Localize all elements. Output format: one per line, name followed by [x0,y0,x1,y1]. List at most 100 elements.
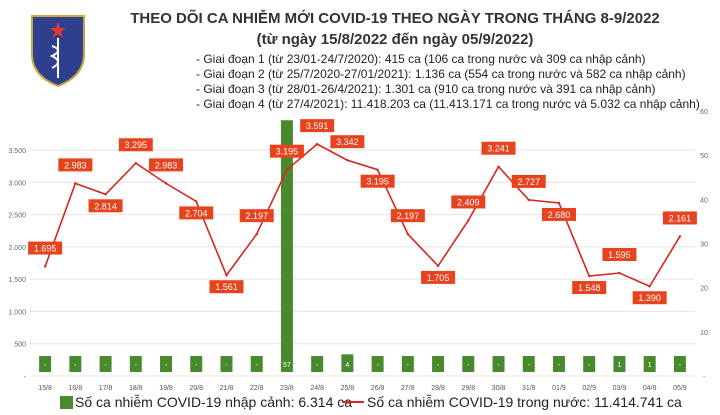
left-tick-label: 1.000 [8,309,26,316]
bar-import-03/9 [613,356,626,372]
line-point-21/8 [225,274,228,277]
line-point-25/8 [346,159,349,162]
legend-item-import: Số ca nhiễm COVID-19 nhập cảnh: 6.314 ca [60,394,352,410]
right-tick-label: 20 [700,286,708,293]
line-point-02/9 [588,274,591,278]
bar-label: - [316,362,319,369]
data-label-box [481,141,516,155]
x-tick-label: 04/9 [643,385,657,392]
data-label: 2.197 [245,211,268,221]
x-tick-label: 19/8 [159,385,173,392]
right-tick-label: - [703,374,706,381]
right-tick-label: 10 [700,330,708,337]
ministry-of-health-logo [31,15,85,88]
bar-import-26/8 [371,356,384,372]
data-label-box [118,138,153,152]
left-tick-label: 3.000 [8,180,26,187]
line-point-15/8 [43,265,47,268]
bar-import-27/8 [401,356,414,372]
data-label-box [88,199,123,213]
x-tick-label: 23/8 [280,385,294,392]
data-label: 2.704 [185,208,208,218]
chart-subtitle: (từ ngày 15/8/2022 đến ngày 05/9/2022) [256,31,534,48]
legend-swatch-bar [60,395,73,409]
right-tick-label: 50 [700,153,708,160]
bar-label: - [256,362,259,369]
bar-label: - [225,362,228,369]
bar-import-29/8 [462,356,475,372]
left-tick-label: 1.500 [8,277,26,284]
bar-import-05/9 [673,356,686,372]
bar-label: - [679,362,682,369]
data-label: 1.705 [427,273,450,283]
data-label-box [662,211,697,225]
data-label: 2.814 [94,201,117,211]
data-label: 3.195 [276,147,299,157]
bar-label: 1 [617,362,621,369]
x-tick-label: 27/8 [401,385,415,392]
line-point-17/8 [104,193,107,196]
data-label-box [541,207,576,221]
line-point-16/8 [74,182,77,185]
bar-import-28/8 [432,356,445,372]
right-tick-label: 40 [700,197,708,204]
line-point-29/8 [467,219,470,222]
left-tick-label: 500 [14,342,26,349]
bar-label: - [497,362,500,369]
legend-swatch-line [342,401,364,403]
line-point-26/8 [376,168,379,171]
bar-import-20/8 [190,356,203,372]
bar-import-22/8 [250,356,263,372]
bar-label: - [407,362,410,369]
x-tick-label: 21/8 [220,385,234,392]
left-tick-label: - [24,374,27,381]
bar-label: - [376,362,379,369]
data-label: 2.983 [64,160,87,170]
bar-label: - [135,362,138,369]
phase-1-text: - Giai đoạn 1 (từ 23/01-24/7/2020): 415 … [196,52,646,66]
data-label: 2.983 [155,160,178,170]
data-label: 1.561 [215,282,238,292]
legend-label-import: Số ca nhiễm COVID-19 nhập cảnh: 6.314 ca [75,394,353,410]
data-label-box [179,206,214,220]
left-tick-label: 2.000 [8,245,26,252]
data-label-box [632,291,667,305]
line-point-18/8 [134,162,137,165]
bar-import-04/9 [643,356,656,372]
x-tick-label: 05/9 [673,385,687,392]
phase-3-text: - Giai đoạn 3 (từ 28/01-26/4/2021): 1.30… [196,82,656,96]
bar-import-21/8 [220,356,233,372]
data-label-box [421,270,456,284]
data-label: 3.241 [487,144,510,154]
bar-import-19/8 [160,356,173,372]
x-tick-label: 24/8 [310,385,324,392]
x-tick-label: 20/8 [189,385,203,392]
chart-title: THEO DÕI CA NHIỄM MỚI COVID-19 THEO NGÀY… [130,10,660,27]
data-label-box [149,158,184,172]
data-label: 3.195 [366,177,389,187]
line-point-22/8 [255,232,258,236]
x-tick-label: 03/9 [613,385,627,392]
data-label-box [511,174,546,188]
bar-label: - [558,362,561,369]
bar-import-31/8 [522,356,535,372]
bar-import-23/8 [280,120,293,372]
x-tick-label: 01/9 [552,385,566,392]
bar-label: - [74,362,77,369]
x-tick-label: 31/8 [522,385,536,392]
bar-label: - [528,362,531,369]
data-label: 3.342 [336,137,359,147]
data-label-box [390,209,425,223]
data-label: 1.390 [638,293,661,303]
line-point-03/9 [618,271,621,275]
data-label-box [602,248,637,262]
data-label: 2.409 [457,197,480,207]
line-point-05/9 [678,235,682,238]
phase-2-text: - Giai đoạn 2 (từ 25/7/2020-27/01/2021):… [196,67,686,81]
x-tick-label: 28/8 [431,385,445,392]
left-tick-label: 3.500 [8,148,26,155]
bar-import-30/8 [492,356,505,372]
data-label: 1.548 [578,283,601,293]
